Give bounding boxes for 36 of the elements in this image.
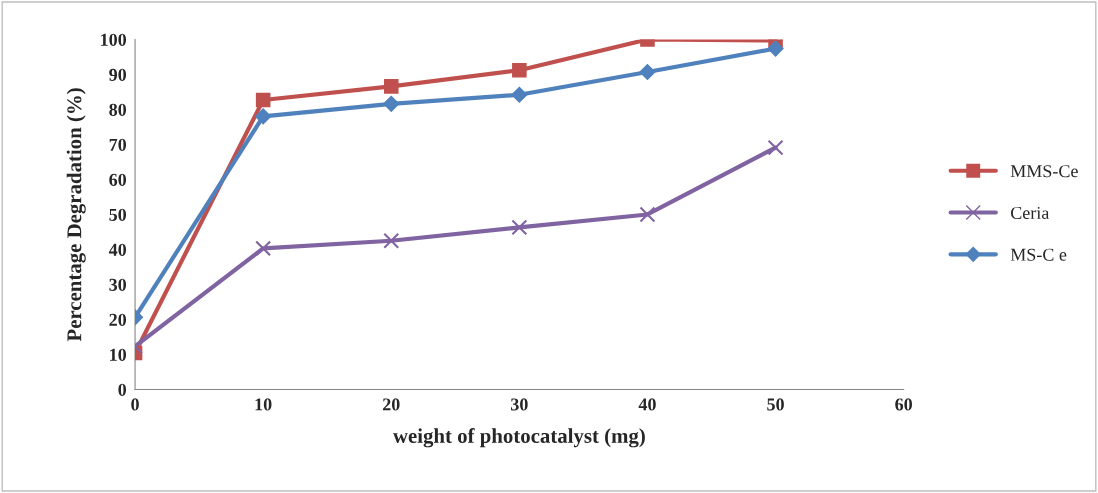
point xyxy=(383,79,399,94)
y-tick-label: 20 xyxy=(109,313,127,326)
point xyxy=(767,40,784,57)
y-tick-label: 80 xyxy=(109,103,127,116)
y-tick-label: 40 xyxy=(108,243,127,256)
y-tick-label: 50 xyxy=(109,208,127,221)
y-tick-label: 90 xyxy=(109,68,127,81)
x-tick-label: 30 xyxy=(511,398,528,411)
y-tick-label: 10 xyxy=(110,348,127,361)
x-tick-label: 50 xyxy=(767,398,784,411)
x-tick-label: 40 xyxy=(638,398,656,411)
point xyxy=(255,108,272,125)
legend-label: Ceria xyxy=(1010,206,1050,220)
x-tick-label: 10 xyxy=(255,398,272,411)
point xyxy=(255,240,272,257)
y-tick-label: 30 xyxy=(109,278,127,291)
point xyxy=(383,95,400,112)
point xyxy=(639,206,656,223)
point xyxy=(767,139,784,156)
legend-label: MMS-Ce xyxy=(1010,165,1078,178)
y-axis-title: Percentage Degradation (%) xyxy=(66,88,86,342)
y-tick-label: 60 xyxy=(109,173,127,186)
y-tick-label: 100 xyxy=(101,33,127,46)
point xyxy=(511,86,528,103)
x-tick-label: 60 xyxy=(895,398,912,411)
point xyxy=(511,219,528,236)
legend-label: MS-C e xyxy=(1010,248,1067,261)
point xyxy=(639,64,656,80)
point xyxy=(255,92,271,108)
x-tick-label: 20 xyxy=(382,398,400,411)
point xyxy=(383,232,400,249)
x-axis-title: weight of photocatalyst (mg) xyxy=(392,428,645,448)
y-tick-label: 0 xyxy=(118,383,127,396)
y-tick-label: 70 xyxy=(109,138,127,151)
point xyxy=(512,62,527,78)
x-tick-label: 0 xyxy=(131,398,139,411)
